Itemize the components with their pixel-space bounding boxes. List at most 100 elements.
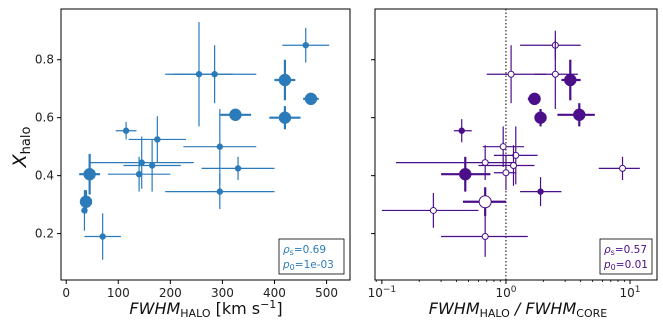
annotation-p-left: p0=1e-03 [282,259,334,272]
point-marker [509,162,517,170]
data-point [282,27,330,63]
data-point [201,156,275,181]
point-marker [502,169,510,177]
point-marker [122,127,130,134]
data-point [81,190,88,231]
ticks-left: 0 100 200 300 400 500 0.2 0.4 0.6 0.8 [35,53,338,300]
data-point [561,59,581,101]
annotation-box-left: ρs=0.69 p0=1e-03 [278,238,345,275]
data-point [462,187,506,217]
point-marker [83,167,96,181]
point-marker [481,159,489,167]
y-tick-label: 0.2 [35,227,54,241]
annotation-rho-right: ρs=0.57 [604,244,647,257]
x-tick-label: 200 [159,286,182,300]
data-point [534,108,547,127]
x-tick-label: 0 [62,286,70,300]
point-marker [229,108,242,122]
point-marker [211,70,218,78]
x-axis-label-left: FWHMHALO [km s−1] [129,298,282,320]
x-tick-label: 100 [107,286,130,300]
point-marker [481,233,489,241]
x-tick-label: 400 [263,286,286,300]
point-marker [551,70,559,78]
data-point [183,108,257,185]
data-point [89,136,194,189]
data-point [453,119,472,143]
point-marker [79,195,93,208]
data-point [493,155,516,191]
point-marker [278,73,292,87]
point-marker [459,167,472,181]
marks-right [381,30,640,257]
data-point [128,116,186,163]
annotation-box-right: ρs=0.57 p0=0.01 [599,238,653,275]
data-point [557,103,595,127]
point-marker [234,165,242,172]
data-point [303,92,319,106]
data-point [520,177,562,207]
x-axis-label-right: FWHMHALO / FWHMCORE [429,299,607,320]
data-point [598,156,640,181]
panel-right: 10−1 100 101 ρs=0.57 p0=0.01 FWHMHALO / FW… [368,8,658,320]
point-marker [507,70,515,78]
point-marker [148,162,156,169]
data-point [172,45,257,104]
point-marker [99,233,106,240]
point-marker [528,92,541,106]
point-marker [216,188,224,195]
data-point [441,156,491,192]
data-point [79,153,101,195]
point-marker [564,73,577,87]
data-point [165,174,275,209]
panel-left: 0 100 200 300 400 500 0.2 0.4 0.6 0.8 ρs=0.69 p0=… [9,8,351,320]
annotation-frame-right [599,238,653,275]
data-point [482,126,525,167]
point-marker [534,111,547,124]
point-marker [304,92,318,106]
data-point [269,106,301,130]
x-tick-label: 300 [211,286,234,300]
point-marker [81,207,88,214]
data-point [441,216,528,257]
point-marker [458,127,465,134]
point-marker [154,136,161,143]
point-marker [429,206,437,214]
data-point [520,30,581,60]
point-marker [278,111,292,124]
x-tick-label: 101 [620,285,641,300]
data-point [84,213,121,260]
ticks-right: 10−1 100 101 [368,59,641,300]
data-point [274,59,296,101]
annotation-frame-left [278,238,345,275]
y-axis-label-left: Xhalo [9,127,34,169]
data-point [381,193,479,228]
data-point [115,122,137,140]
point-marker [573,108,586,122]
x-tick-label: 100 [495,285,516,300]
data-point [493,126,538,185]
point-marker [537,188,544,195]
data-point [123,139,181,192]
plot-frame-right [374,8,658,281]
point-marker [216,143,224,150]
data-point [219,108,252,122]
annotation-rho-left: ρs=0.69 [283,244,326,257]
point-marker [478,195,492,209]
y-tick-label: 0.6 [35,111,54,125]
marks-left [79,22,330,260]
y-tick-label: 0.4 [35,169,54,183]
x-tick-label: 500 [315,286,338,300]
point-marker [302,41,309,49]
x-tick-label: 10−1 [368,285,397,300]
annotation-p-right: p0=0.01 [603,259,648,272]
point-marker [619,164,627,172]
point-marker [499,143,507,151]
plot-frame-left [60,8,351,281]
point-marker [135,170,143,178]
data-point [527,92,541,106]
data-point [107,156,171,192]
point-marker [512,151,520,159]
y-tick-label: 0.8 [35,53,54,67]
